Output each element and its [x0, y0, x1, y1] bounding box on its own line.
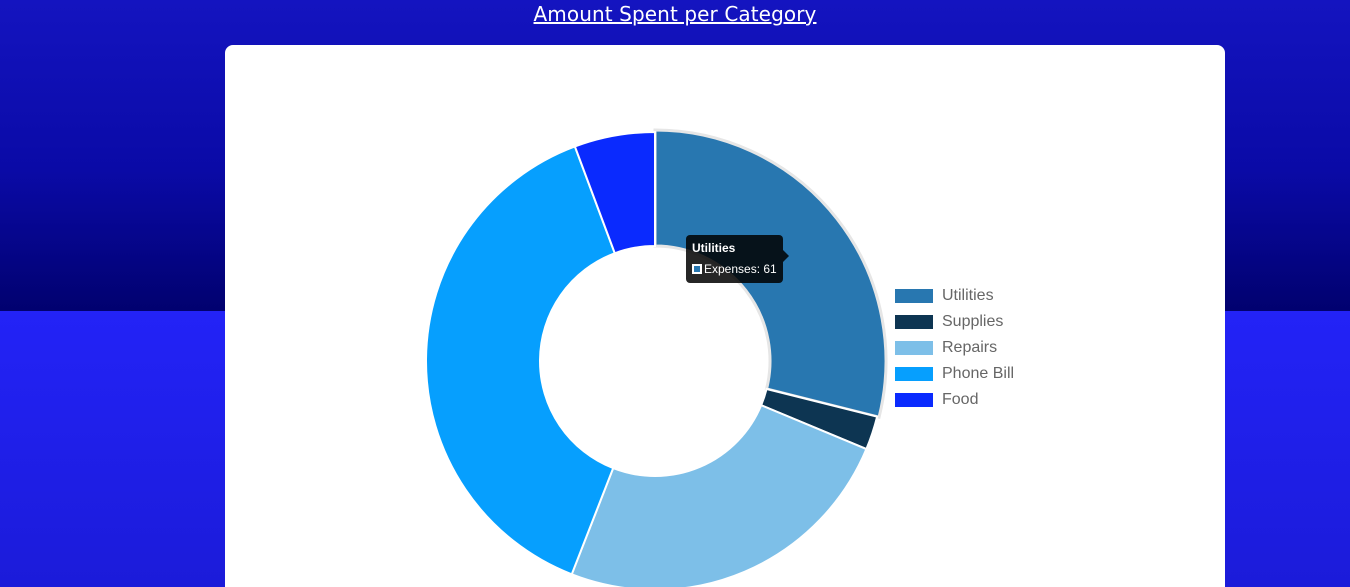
- page-title[interactable]: Amount Spent per Category: [533, 2, 817, 26]
- legend-label: Repairs: [942, 339, 998, 356]
- slice-repairs[interactable]: [570, 403, 868, 587]
- chart-tooltip: Utilities Expenses: 61: [686, 235, 789, 283]
- legend-swatch: [895, 367, 933, 381]
- legend-item-repairs[interactable]: Repairs: [895, 335, 1014, 361]
- slice-food[interactable]: [573, 130, 656, 255]
- legend-label: Supplies: [942, 313, 1004, 330]
- chart-legend: Utilities Supplies Repairs Phone Bill Food: [895, 283, 1014, 413]
- legend-label: Utilities: [942, 287, 994, 304]
- tooltip-value: Expenses: 61: [704, 262, 777, 276]
- chart-card: Utilities Supplies Repairs Phone Bill Food U…: [225, 45, 1225, 587]
- legend-swatch: [895, 315, 933, 329]
- slice-phone-bill[interactable]: [425, 145, 617, 576]
- legend-item-utilities[interactable]: Utilities: [895, 283, 1014, 309]
- tooltip-title: Utilities: [692, 241, 736, 255]
- legend-item-phone-bill[interactable]: Phone Bill: [895, 361, 1014, 387]
- tooltip-body: Expenses: 61: [692, 261, 777, 277]
- legend-label: Phone Bill: [942, 365, 1015, 382]
- legend-swatch: [895, 393, 933, 407]
- legend-item-supplies[interactable]: Supplies: [895, 309, 1014, 335]
- legend-swatch: [895, 341, 933, 355]
- doughnut-chart: [425, 128, 888, 587]
- tooltip-color-swatch: [692, 264, 702, 274]
- legend-swatch: [895, 289, 933, 303]
- legend-label: Food: [942, 391, 979, 408]
- legend-item-food[interactable]: Food: [895, 387, 1014, 413]
